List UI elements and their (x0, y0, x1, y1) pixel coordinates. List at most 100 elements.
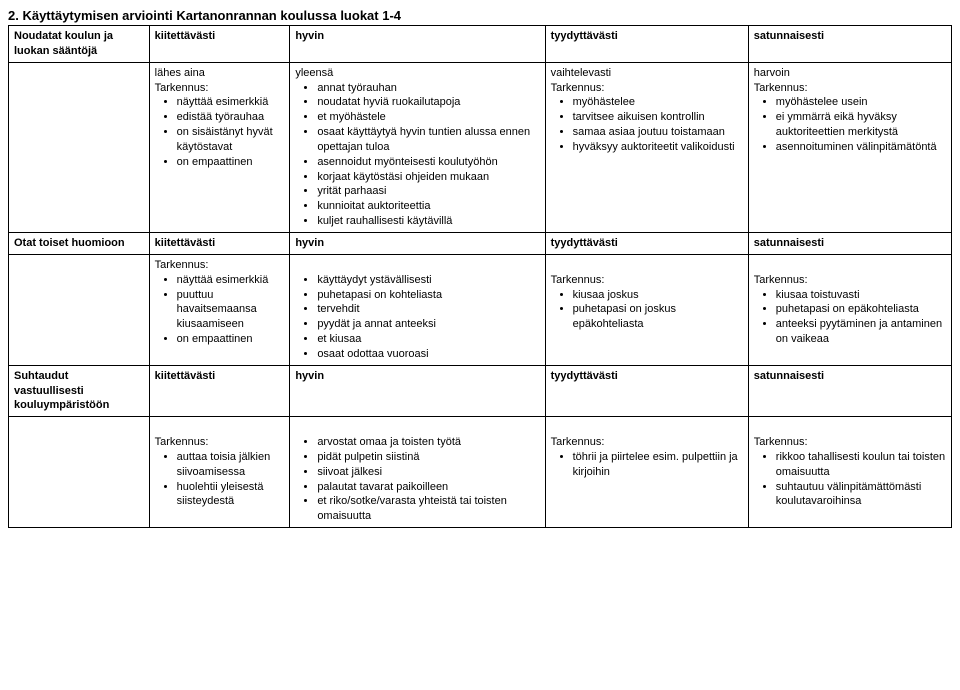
empty-cell (9, 254, 150, 365)
list-item: on sisäistänyt hyvät käytöstavat (177, 125, 285, 155)
list-item: korjaat käytöstäsi ohjeiden mukaan (317, 170, 539, 185)
cell-top: harvoin (754, 66, 946, 81)
cell: vaihtelevasti Tarkennus: myöhästelee tar… (545, 62, 748, 232)
list-item: myöhästelee (573, 95, 743, 110)
item-list: myöhästelee usein ei ymmärrä eikä hyväks… (754, 95, 946, 154)
col-header: satunnaisesti (748, 232, 951, 254)
cell: Tarkennus: näyttää esimerkkiä puuttuu ha… (149, 254, 290, 365)
item-list: näyttää esimerkkiä edistää työrauhaa on … (155, 95, 285, 169)
col-header: satunnaisesti (748, 365, 951, 417)
table-row: Tarkennus: näyttää esimerkkiä puuttuu ha… (9, 254, 952, 365)
cell: Tarkennus: töhrii ja piirtelee esim. pul… (545, 417, 748, 528)
list-item: samaa asiaa joutuu toistamaan (573, 125, 743, 140)
item-list: auttaa toisia jälkien siivoamisessa huol… (155, 450, 285, 509)
section-title: 2. Käyttäytymisen arviointi Kartanonrann… (8, 8, 952, 23)
list-item: on empaattinen (177, 332, 285, 347)
list-item: osaat odottaa vuoroasi (317, 347, 539, 362)
col-header: kiitettävästi (149, 26, 290, 63)
item-list: töhrii ja piirtelee esim. pulpettiin ja … (551, 450, 743, 480)
col-header: satunnaisesti (748, 26, 951, 63)
item-list: kiusaa joskus puhetapasi on joskus epäko… (551, 288, 743, 333)
list-item: huolehtii yleisestä siisteydestä (177, 480, 285, 510)
col-header: hyvin (290, 365, 545, 417)
item-list: rikkoo tahallisesti koulun tai toisten o… (754, 450, 946, 509)
list-item: pidät pulpetin siistinä (317, 450, 539, 465)
cell-top: vaihtelevasti (551, 66, 743, 81)
col-header: tyydyttävästi (545, 232, 748, 254)
blank (295, 258, 539, 273)
list-item: puhetapasi on kohteliasta (317, 288, 539, 303)
list-item: tarvitsee aikuisen kontrollin (573, 110, 743, 125)
tarkennus-label: Tarkennus: (551, 273, 743, 288)
tarkennus-label: Tarkennus: (754, 81, 946, 96)
list-item: kunnioitat auktoriteettia (317, 199, 539, 214)
list-item: edistää työrauhaa (177, 110, 285, 125)
list-item: puuttuu havaitsemaansa kiusaamiseen (177, 288, 285, 333)
item-list: annat työrauhan noudatat hyviä ruokailut… (295, 81, 539, 229)
tarkennus-label: Tarkennus: (155, 435, 285, 450)
list-item: puhetapasi on epäkohteliasta (776, 302, 946, 317)
blank (754, 258, 946, 273)
blank (155, 420, 285, 435)
tarkennus-label: Tarkennus: (551, 435, 743, 450)
cell: Tarkennus: kiusaa toistuvasti puhetapasi… (748, 254, 951, 365)
list-item: puhetapasi on joskus epäkohteliasta (573, 302, 743, 332)
row-label: Noudatat koulun ja luokan sääntöjä (9, 26, 150, 63)
list-item: yrität parhaasi (317, 184, 539, 199)
list-item: siivoat jälkesi (317, 465, 539, 480)
item-list: kiusaa toistuvasti puhetapasi on epäkoht… (754, 288, 946, 347)
label-line: vastuullisesti (14, 384, 144, 399)
list-item: näyttää esimerkkiä (177, 95, 285, 110)
list-item: asennoidut myönteisesti koulutyöhön (317, 155, 539, 170)
list-item: et riko/sotke/varasta yhteistä tai toist… (317, 494, 539, 524)
cell: lähes aina Tarkennus: näyttää esimerkkiä… (149, 62, 290, 232)
blank (551, 420, 743, 435)
list-item: tervehdit (317, 302, 539, 317)
label-line: kouluympäristöön (14, 398, 144, 413)
list-item: et kiusaa (317, 332, 539, 347)
empty-cell (9, 62, 150, 232)
col-header: kiitettävästi (149, 365, 290, 417)
row-label: Otat toiset huomioon (9, 232, 150, 254)
item-list: käyttäydyt ystävällisesti puhetapasi on … (295, 273, 539, 362)
list-item: töhrii ja piirtelee esim. pulpettiin ja … (573, 450, 743, 480)
rubric-table: Noudatat koulun ja luokan sääntöjä kiite… (8, 25, 952, 528)
list-item: asennoituminen välinpitämätöntä (776, 140, 946, 155)
blank (295, 420, 539, 435)
list-item: osaat käyttäytyä hyvin tuntien alussa en… (317, 125, 539, 155)
item-list: myöhästelee tarvitsee aikuisen kontrolli… (551, 95, 743, 154)
cell-top: lähes aina (155, 66, 285, 81)
list-item: näyttää esimerkkiä (177, 273, 285, 288)
list-item: myöhästelee usein (776, 95, 946, 110)
item-list: näyttää esimerkkiä puuttuu havaitsemaans… (155, 273, 285, 347)
list-item: anteeksi pyytäminen ja antaminen on vaik… (776, 317, 946, 347)
tarkennus-label: Tarkennus: (754, 435, 946, 450)
empty-cell (9, 417, 150, 528)
list-item: rikkoo tahallisesti koulun tai toisten o… (776, 450, 946, 480)
label-line: luokan sääntöjä (14, 44, 144, 59)
col-header: hyvin (290, 26, 545, 63)
cell: yleensä annat työrauhan noudatat hyviä r… (290, 62, 545, 232)
row-label: Suhtaudut vastuullisesti kouluympäristöö… (9, 365, 150, 417)
tarkennus-label: Tarkennus: (155, 258, 285, 273)
label-line: Noudatat koulun ja (14, 29, 144, 44)
list-item: kiusaa joskus (573, 288, 743, 303)
table-row: Otat toiset huomioon kiitettävästi hyvin… (9, 232, 952, 254)
cell: Tarkennus: rikkoo tahallisesti koulun ta… (748, 417, 951, 528)
item-list: arvostat omaa ja toisten työtä pidät pul… (295, 435, 539, 524)
list-item: arvostat omaa ja toisten työtä (317, 435, 539, 450)
list-item: pyydät ja annat anteeksi (317, 317, 539, 332)
cell: Tarkennus: auttaa toisia jälkien siivoam… (149, 417, 290, 528)
list-item: käyttäydyt ystävällisesti (317, 273, 539, 288)
label-line: Suhtaudut (14, 369, 144, 384)
tarkennus-label: Tarkennus: (551, 81, 743, 96)
col-header: tyydyttävästi (545, 365, 748, 417)
list-item: auttaa toisia jälkien siivoamisessa (177, 450, 285, 480)
col-header: tyydyttävästi (545, 26, 748, 63)
col-header: hyvin (290, 232, 545, 254)
blank (551, 258, 743, 273)
list-item: suhtautuu välinpitämättömästi koulutavar… (776, 480, 946, 510)
tarkennus-label: Tarkennus: (754, 273, 946, 288)
list-item: kiusaa toistuvasti (776, 288, 946, 303)
cell: arvostat omaa ja toisten työtä pidät pul… (290, 417, 545, 528)
